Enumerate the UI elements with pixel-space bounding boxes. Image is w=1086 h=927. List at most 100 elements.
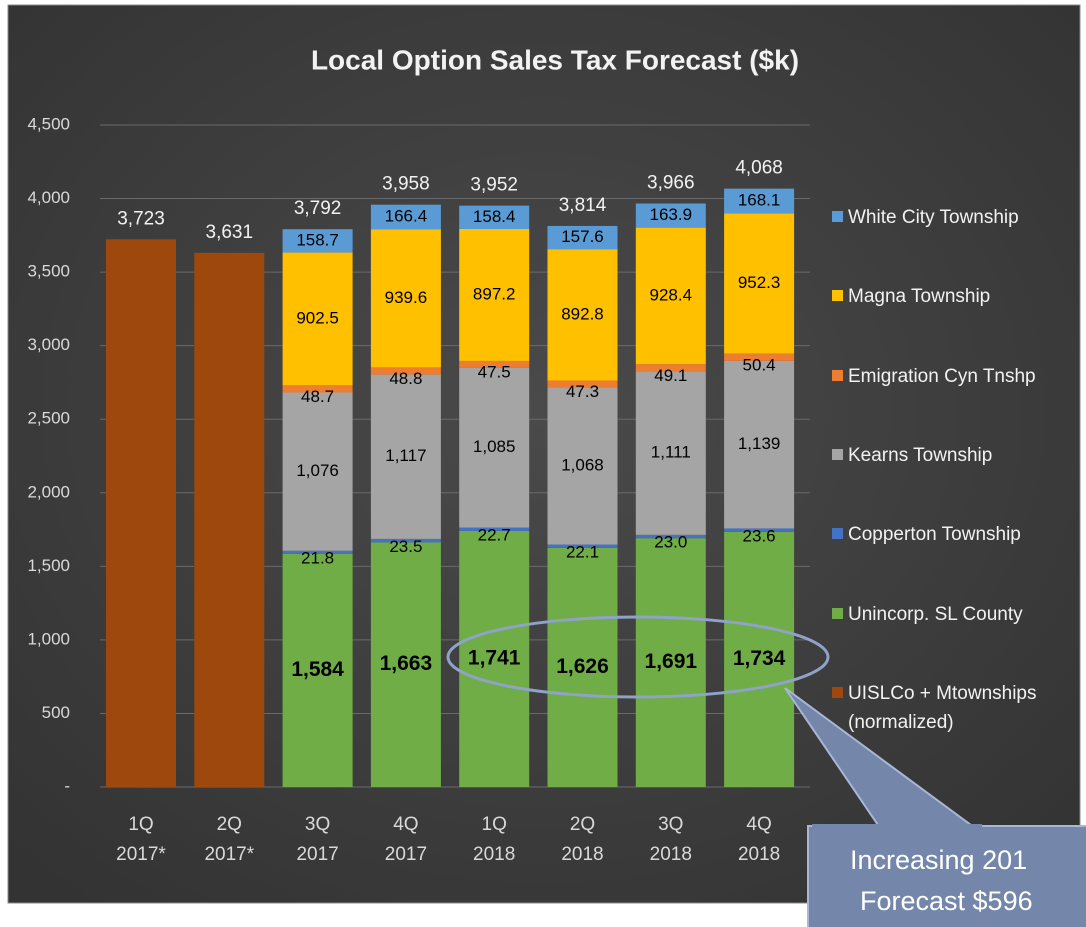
total-label: 4,068 xyxy=(735,158,783,179)
bar-segment xyxy=(547,387,618,545)
data-label: 902.5 xyxy=(296,308,339,327)
legend-swatch xyxy=(832,607,843,619)
data-label: 1,663 xyxy=(380,652,433,675)
data-label: 50.4 xyxy=(743,355,776,374)
data-label: 1,734 xyxy=(733,647,786,670)
bar-segment xyxy=(282,229,353,253)
data-label: 1,117 xyxy=(385,446,426,465)
x-tick-label: 4Q 2017 xyxy=(384,814,428,865)
bar-segment xyxy=(194,252,265,788)
bar-segment xyxy=(724,360,795,529)
data-label: 48.7 xyxy=(301,387,334,406)
total-label: 3,966 xyxy=(647,173,695,194)
bar-segment xyxy=(635,203,706,228)
bar-segment xyxy=(459,360,530,368)
legend-label: Magna Township xyxy=(848,286,991,308)
total-label: 3,792 xyxy=(294,198,342,219)
data-label: 22.1 xyxy=(566,542,599,561)
bar-segment xyxy=(370,204,441,230)
data-label: 23.5 xyxy=(389,537,422,556)
bar-segment xyxy=(370,538,441,543)
data-label: 928.4 xyxy=(650,285,693,304)
data-label: 1,076 xyxy=(296,461,339,480)
bar-segment xyxy=(547,547,618,787)
bar-segment xyxy=(459,530,530,787)
data-label: 23.0 xyxy=(654,533,687,552)
chart-title: Local Option Sales Tax Forecast ($k) xyxy=(311,44,799,75)
bar-segment xyxy=(459,367,530,528)
data-label: 897.2 xyxy=(473,284,516,303)
bar-segment xyxy=(547,249,618,381)
chart-background xyxy=(7,4,1081,904)
bar-segment xyxy=(635,534,706,539)
data-label: 49.1 xyxy=(654,366,687,385)
legend-label: UISLCo + Mtownships (normalized) xyxy=(848,682,1037,733)
legend-swatch xyxy=(832,528,843,540)
bar-segment xyxy=(459,527,530,531)
labels: 3,723 3,631 1,584 21.8 1,076 48.7 902.5 158.7 3,… xyxy=(117,158,785,681)
bar-segment xyxy=(724,353,795,361)
data-label: 22.7 xyxy=(478,525,511,544)
bar-segment xyxy=(547,225,618,250)
bar-segment xyxy=(282,553,353,787)
bar-segment xyxy=(724,213,795,354)
data-label: 21.8 xyxy=(301,548,334,567)
bar-segment xyxy=(370,367,441,375)
data-label: 158.7 xyxy=(296,230,339,249)
x-tick-label: 4Q 2018 xyxy=(737,814,781,865)
data-label: 1,068 xyxy=(561,455,604,474)
bar-segment xyxy=(370,229,441,368)
x-tick-label: 3Q 2017 xyxy=(296,814,339,865)
data-label: 1,741 xyxy=(468,646,521,669)
y-tick-label: 1,500 xyxy=(27,556,70,575)
data-label: 166.4 xyxy=(385,206,428,225)
legend-swatch xyxy=(832,448,843,460)
data-label: 1,085 xyxy=(473,437,516,456)
legend-label: Copperton Township xyxy=(848,524,1021,546)
bar-segment xyxy=(282,385,353,393)
bar-segment xyxy=(547,544,618,548)
callout-join xyxy=(812,824,982,830)
bar-segment xyxy=(635,227,706,365)
highlight-ellipse xyxy=(446,615,830,699)
data-label: 48.8 xyxy=(389,369,422,388)
x-tick-label: 1Q 2018 xyxy=(473,814,516,865)
y-tick-label: - xyxy=(64,776,70,795)
bar-segment xyxy=(724,531,795,787)
legend-swatch xyxy=(832,686,843,698)
bar-segment xyxy=(547,380,618,388)
legend-label: Kearns Township xyxy=(848,444,993,466)
bar-segment xyxy=(459,205,530,229)
total-label: 3,952 xyxy=(470,175,518,196)
legend-label: Unincorp. SL County xyxy=(848,603,1023,625)
x-tick-label: 1Q 2017* xyxy=(116,814,166,865)
legend-label: Emigration Cyn Tnshp xyxy=(848,365,1036,387)
data-label: 158.4 xyxy=(473,207,516,226)
bar-segment xyxy=(282,252,353,386)
data-label: 939.6 xyxy=(385,288,428,307)
total-label: 3,631 xyxy=(206,222,254,243)
total-label: 3,814 xyxy=(559,195,607,216)
y-tick-label: 3,500 xyxy=(27,262,70,281)
bar-segment xyxy=(370,374,441,539)
legend-swatch xyxy=(832,369,843,381)
bar-segment xyxy=(724,528,795,532)
y-tick-label: 3,000 xyxy=(27,335,70,354)
bar-segment xyxy=(635,538,706,787)
data-label: 1,139 xyxy=(738,434,781,453)
data-label: 47.5 xyxy=(478,362,511,381)
bar-segment xyxy=(724,188,795,214)
total-label: 3,958 xyxy=(382,174,430,195)
data-label: 163.9 xyxy=(650,205,693,224)
legend-swatch xyxy=(832,290,843,302)
data-label: 1,584 xyxy=(291,658,344,681)
callout-text: Forecast $596 xyxy=(860,886,1033,916)
bar-segment xyxy=(635,364,706,372)
y-tick-label: 2,500 xyxy=(27,409,70,428)
legend-swatch xyxy=(832,211,843,222)
legend-label: White City Township xyxy=(848,207,1019,228)
bar-segment xyxy=(635,371,706,535)
data-label: 892.8 xyxy=(561,304,604,323)
y-tick-label: 4,500 xyxy=(27,114,70,133)
